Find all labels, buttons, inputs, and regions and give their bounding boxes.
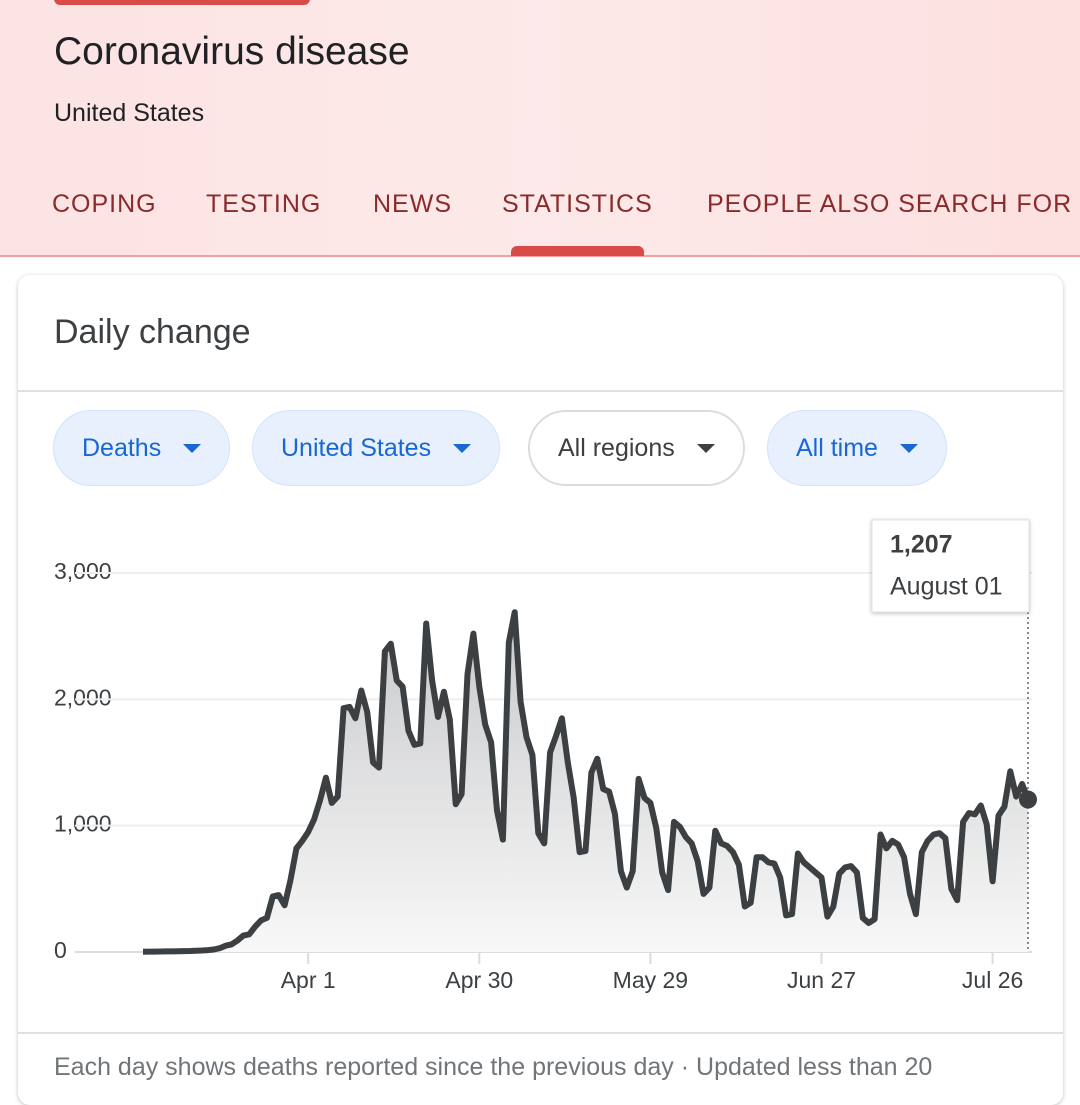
y-tick-label: 3,000 [54, 558, 112, 584]
tab[interactable]: STATISTICS [502, 190, 653, 219]
dropdown-caret [453, 443, 472, 453]
dropdown-caret [696, 443, 715, 453]
line [142, 609, 1031, 955]
x-tick-label: Apr 1 [281, 967, 336, 993]
page: Coronavirus disease United States COPING… [0, 0, 1080, 1081]
hover-point [1019, 790, 1037, 809]
label: COPING [52, 190, 157, 218]
x-tick-label: Apr 30 [445, 967, 513, 993]
card-title: Daily change [54, 313, 251, 351]
dropdown-caret [899, 443, 918, 453]
y-tick-label: 0 [54, 937, 67, 963]
filter-chip[interactable]: United States [252, 410, 501, 486]
header: Coronavirus disease United States COPING… [0, 0, 1080, 257]
filter-chip[interactable]: All time [767, 410, 947, 486]
tooltip [871, 519, 1030, 613]
accent-bar [54, 0, 310, 5]
subtitle: United States [54, 99, 205, 127]
filter-chip[interactable]: All regions [528, 410, 745, 486]
dropdown-caret [183, 443, 202, 453]
y-tick-label: 2,000 [54, 684, 112, 710]
x-tick-label: Jul 26 [962, 967, 1023, 993]
x-tick-label: Jun 27 [787, 967, 856, 993]
tooltip-date: August 01 [890, 573, 1003, 601]
tab-bar: COPING TESTING NEWS STATISTICS PEOPLE ALSO S… [0, 190, 1080, 255]
label: All regions [558, 433, 675, 462]
card: Daily change Deaths United States All regi… [18, 275, 1063, 1105]
label: United States [281, 433, 432, 462]
divider [18, 1032, 1063, 1034]
footer-note: Each day shows deaths reported since the… [54, 1053, 933, 1081]
chart: 0 1,000 2,000 3,000 Apr 1 Apr 30 May 29 Jun 27 J… [54, 519, 1037, 993]
x-tick-label: May 29 [613, 967, 688, 993]
tab[interactable]: TESTING [206, 190, 321, 219]
title: Coronavirus disease [54, 30, 410, 73]
y-tick-label: 1,000 [54, 811, 112, 837]
tab[interactable]: COPING [52, 190, 157, 219]
label: Deaths [82, 433, 162, 462]
area [143, 612, 1028, 952]
divider [18, 390, 1063, 392]
tooltip-value: 1,207 [890, 531, 953, 559]
label: PEOPLE ALSO SEARCH FOR [707, 190, 1073, 218]
label: STATISTICS [502, 190, 653, 218]
filter-chip[interactable]: Deaths [53, 410, 231, 486]
tab[interactable]: PEOPLE ALSO SEARCH FOR [707, 190, 1072, 219]
label: All time [796, 433, 878, 462]
label: NEWS [373, 190, 452, 218]
tab-indicator [511, 246, 644, 256]
label: TESTING [206, 190, 322, 218]
tab[interactable]: NEWS [373, 190, 452, 219]
